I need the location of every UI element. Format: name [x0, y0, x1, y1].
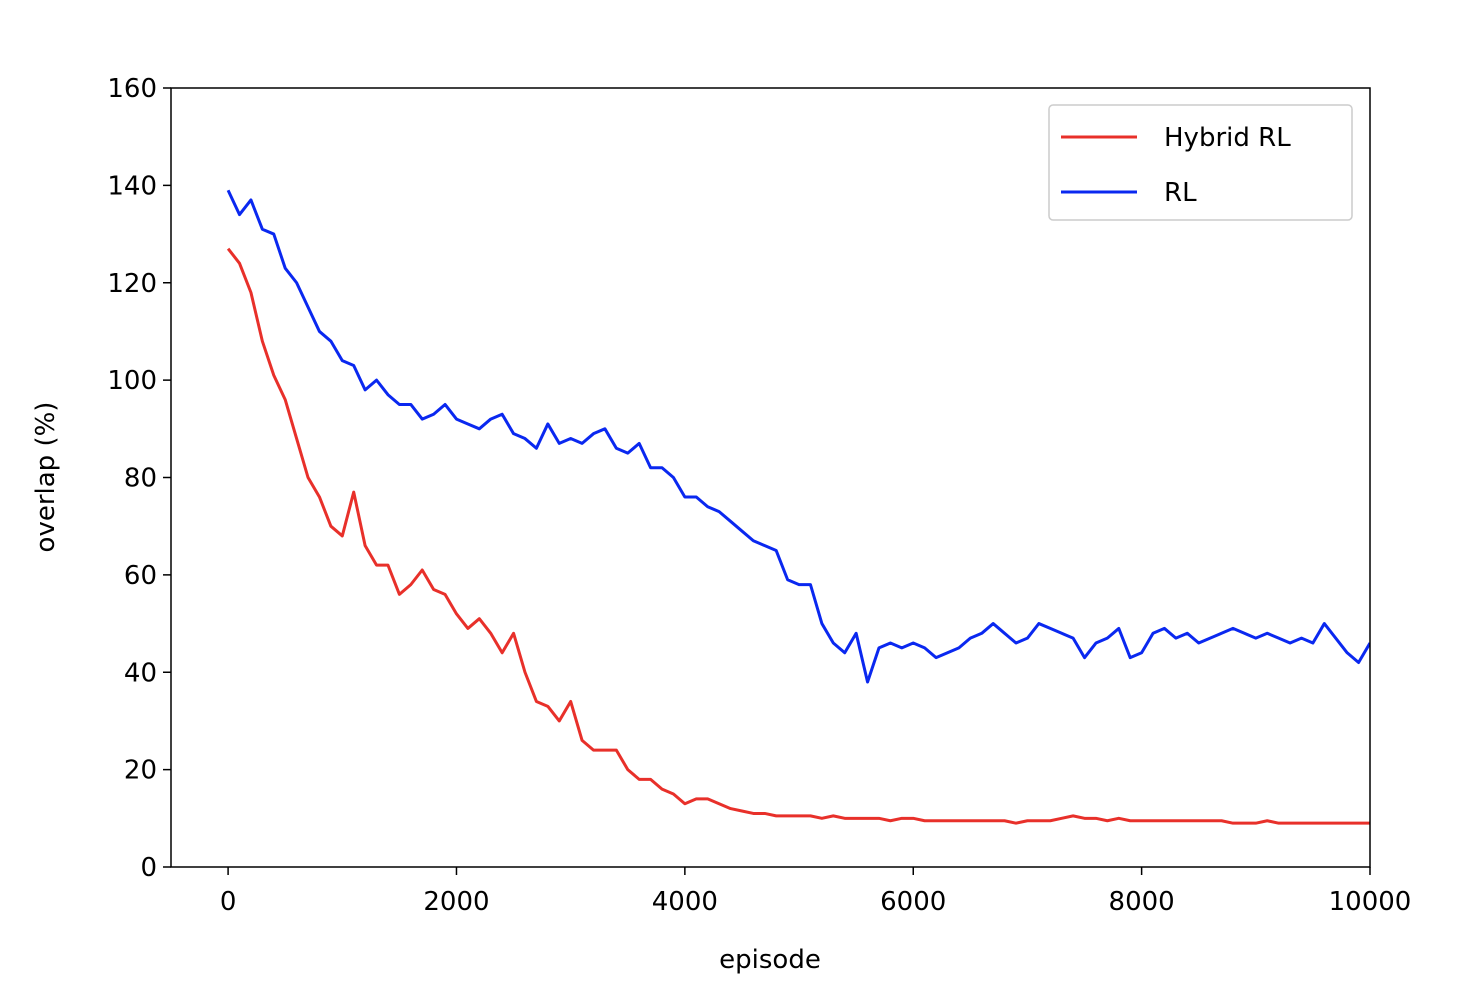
y-tick-label: 60: [124, 561, 157, 591]
series-line: [226, 189, 1370, 684]
x-tick-label: 8000: [1109, 887, 1175, 917]
series-line: [226, 247, 1370, 825]
plot-frame: [170, 87, 1371, 868]
y-tick-label: 160: [107, 74, 157, 104]
legend-label: RL: [1164, 178, 1197, 208]
y-tick-label: 80: [124, 464, 157, 494]
legend-label: Hybrid RL: [1164, 123, 1291, 153]
x-tick-label: 2000: [423, 887, 489, 917]
x-tick-label: 0: [220, 887, 237, 917]
x-tick-label: 4000: [652, 887, 718, 917]
y-tick-label: 0: [140, 853, 157, 883]
y-axis-label: overlap (%): [31, 402, 61, 553]
y-tick-label: 20: [124, 756, 157, 786]
x-axis-label: episode: [719, 945, 821, 975]
x-tick-label: 10000: [1329, 887, 1412, 917]
y-tick-label: 120: [107, 269, 157, 299]
x-tick-label: 6000: [880, 887, 946, 917]
y-tick-label: 140: [107, 171, 157, 201]
y-tick-label: 100: [107, 366, 157, 396]
y-tick-label: 40: [124, 658, 157, 688]
